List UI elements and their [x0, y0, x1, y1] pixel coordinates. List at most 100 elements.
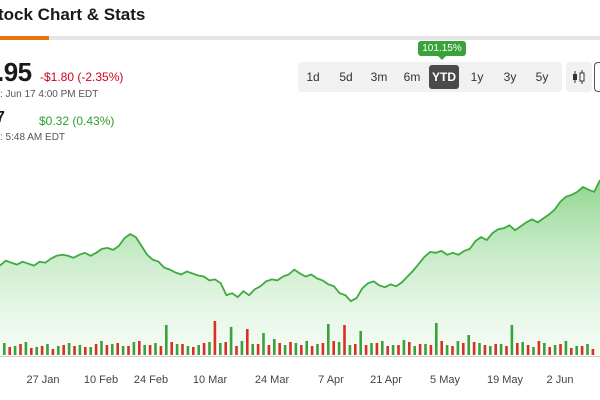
volume-bar — [94, 344, 98, 355]
volume-bar — [154, 343, 157, 355]
volume-bar — [499, 344, 503, 355]
x-tick-label: 5 May — [430, 374, 460, 386]
volume-bar — [116, 343, 119, 355]
volume-bar — [521, 342, 524, 355]
price-change: -$1.80 (-2.35%) — [40, 70, 124, 84]
volume-bar — [213, 321, 217, 355]
volume-bar — [429, 345, 433, 355]
volume-bar — [424, 344, 427, 355]
page-title: tock Chart & Stats — [0, 5, 146, 24]
volume-bar — [105, 345, 109, 355]
volume-bar — [294, 343, 298, 355]
volume-bar — [559, 344, 562, 355]
volume-bar — [89, 347, 92, 355]
range-1y-button[interactable]: 1y — [470, 70, 484, 84]
volume-bar — [543, 343, 546, 355]
volume-bar — [121, 346, 125, 355]
volume-bar — [451, 346, 454, 355]
volume-bar — [246, 329, 249, 355]
volume-bar — [181, 344, 184, 355]
volume-bar — [305, 341, 308, 355]
range-6m-button[interactable]: 6m — [403, 70, 421, 84]
x-axis-ticks: 27 Jan 10 Feb 24 Feb 10 Mar 24 Mar 7 Apr 21 Ap… — [26, 374, 573, 386]
volume-bar — [435, 323, 438, 355]
range-selector: 1d 5d 3m 6m YTD 1y 3y 5y — [298, 62, 562, 92]
volume-bar — [310, 346, 314, 355]
volume-bar — [138, 341, 141, 355]
range-3m-button[interactable]: 3m — [370, 70, 388, 84]
volume-bar — [62, 345, 65, 355]
volume-bar — [483, 345, 487, 355]
volume-bar — [267, 345, 271, 355]
x-tick-label: 7 Apr — [318, 374, 344, 386]
volume-bar — [289, 342, 292, 355]
volume-bar — [19, 344, 22, 355]
volume-bar — [418, 344, 422, 355]
x-tick-label: 24 Feb — [134, 374, 168, 386]
volume-bar — [165, 325, 168, 355]
volume-bar — [262, 333, 265, 355]
volume-bar — [386, 346, 389, 355]
volume-bar — [537, 341, 541, 355]
volume-bar — [381, 341, 384, 355]
volume-bar — [332, 341, 335, 355]
volume-bar — [35, 347, 38, 355]
volume-bar — [132, 342, 136, 355]
volume-bar — [84, 347, 87, 355]
candlestick-icon — [573, 70, 585, 84]
title-underline-accent — [0, 36, 49, 40]
volume-bar — [516, 343, 519, 355]
volume-bar — [343, 325, 346, 355]
volume-bar — [462, 343, 465, 355]
volume-bar — [413, 346, 416, 355]
volume-bar — [391, 345, 395, 355]
volume-bar — [337, 342, 341, 355]
volume-bar — [478, 343, 481, 355]
volume-bar — [197, 345, 200, 355]
volume-bar — [24, 342, 28, 355]
volume-bar — [494, 344, 497, 355]
volume-bar — [575, 346, 578, 355]
volume-bar — [175, 344, 179, 355]
chart-type-line-button[interactable] — [594, 62, 600, 92]
volume-bar — [300, 345, 303, 355]
volume-bar — [283, 345, 287, 355]
volume-bar — [235, 346, 238, 355]
after-hours-price: 7 — [0, 109, 5, 126]
range-5y-button[interactable]: 5y — [535, 70, 549, 84]
volume-bar — [127, 346, 130, 355]
volume-bar — [580, 346, 584, 355]
volume-bar — [316, 344, 319, 355]
after-hours-change: $0.32 (0.43%) — [39, 114, 115, 128]
volume-bar — [364, 345, 368, 355]
volume-bar — [224, 342, 227, 355]
volume-bar — [159, 346, 163, 355]
volume-bar — [456, 341, 460, 355]
volume-bar — [51, 349, 55, 355]
volume-bar — [359, 331, 362, 355]
after-hours-time: : 5:48 AM EDT — [0, 132, 66, 143]
volume-bar — [370, 343, 373, 355]
last-price: .95 — [0, 57, 32, 87]
volume-bar — [467, 335, 470, 355]
volume-bar — [240, 341, 244, 355]
volume-bar — [375, 343, 379, 355]
title-underline — [0, 36, 600, 40]
volume-bar — [30, 348, 33, 355]
volume-bar — [148, 345, 152, 355]
range-1d-button[interactable]: 1d — [306, 70, 320, 84]
volume-bar — [67, 343, 71, 355]
volume-bar — [219, 343, 222, 355]
volume-bar — [489, 346, 492, 355]
volume-bar — [348, 345, 352, 355]
volume-bar — [354, 344, 357, 355]
volume-bar — [229, 327, 233, 355]
price-line — [0, 179, 600, 303]
range-ytd-button[interactable]: YTD — [429, 65, 459, 89]
x-tick-label: 24 Mar — [255, 374, 290, 386]
chart-type-button[interactable] — [566, 62, 592, 92]
range-5d-button[interactable]: 5d — [339, 70, 353, 84]
volume-bar — [505, 346, 508, 355]
range-3y-button[interactable]: 3y — [503, 70, 517, 84]
x-tick-label: 21 Apr — [370, 374, 402, 386]
